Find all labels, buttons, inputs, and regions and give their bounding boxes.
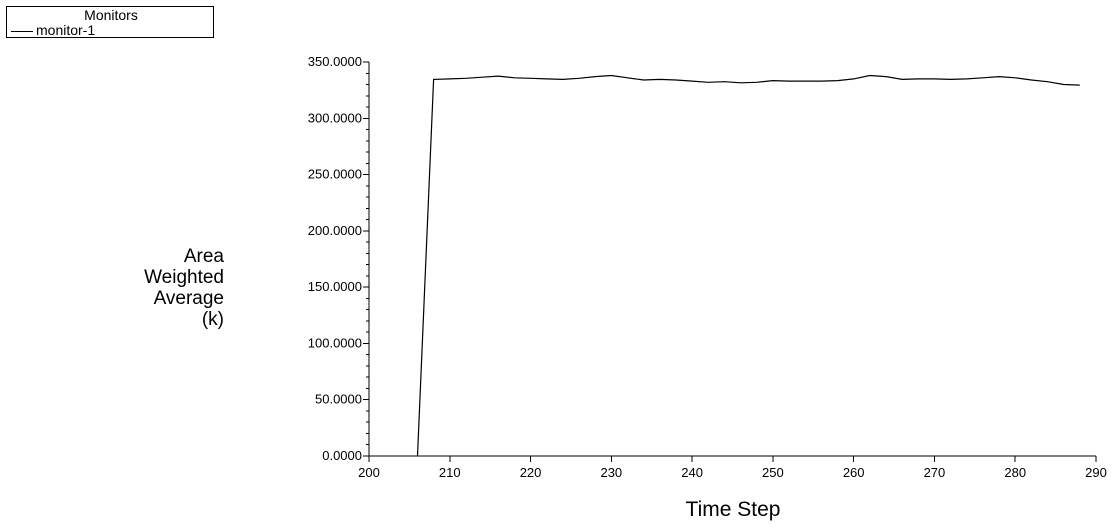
x-tick-label: 240 <box>681 465 703 480</box>
y-tick-label: 0.0000 <box>322 448 362 463</box>
y-tick-label: 200.0000 <box>308 223 362 238</box>
x-axis-label: Time Step <box>685 498 781 521</box>
y-tick-label: 100.0000 <box>308 335 362 350</box>
x-tick-label: 220 <box>520 465 542 480</box>
y-tick-label: 50.0000 <box>315 392 362 407</box>
x-tick-label: 250 <box>762 465 784 480</box>
x-tick-label: 270 <box>924 465 946 480</box>
ticks: 0.0000 50.0000 100.0000 150.0000 200.0000 250… <box>308 54 1107 480</box>
series-group <box>416 74 1080 457</box>
x-tick-label: 230 <box>600 465 622 480</box>
legend-title: Monitors <box>84 7 138 23</box>
x-tick-label: 210 <box>439 465 461 480</box>
y-axis-label-line: Weighted <box>144 267 224 288</box>
axes <box>368 62 1096 457</box>
legend-entry: monitor-1 <box>11 23 95 38</box>
series-line-monitor-1 <box>416 74 1080 457</box>
x-tick-label: 260 <box>843 465 865 480</box>
x-tick-label: 290 <box>1085 465 1107 480</box>
y-axis-label: Area Weighted Average (k) <box>80 246 224 330</box>
y-tick-label: 300.0000 <box>308 110 362 125</box>
y-axis-label-line: Area <box>183 246 224 267</box>
y-tick-label: 250.0000 <box>308 167 362 182</box>
y-axis-label-line: (k) <box>201 309 224 330</box>
y-tick-label: 150.0000 <box>308 279 362 294</box>
x-tick-label: 200 <box>358 465 380 480</box>
y-tick-label: 350.0000 <box>308 54 362 69</box>
x-tick-label: 280 <box>1004 465 1026 480</box>
legend-line-swatch <box>11 30 33 32</box>
y-axis-label-line: Average <box>153 288 224 309</box>
legend-box: Monitors monitor-1 <box>6 6 214 38</box>
legend-entry-label: monitor-1 <box>36 22 96 38</box>
